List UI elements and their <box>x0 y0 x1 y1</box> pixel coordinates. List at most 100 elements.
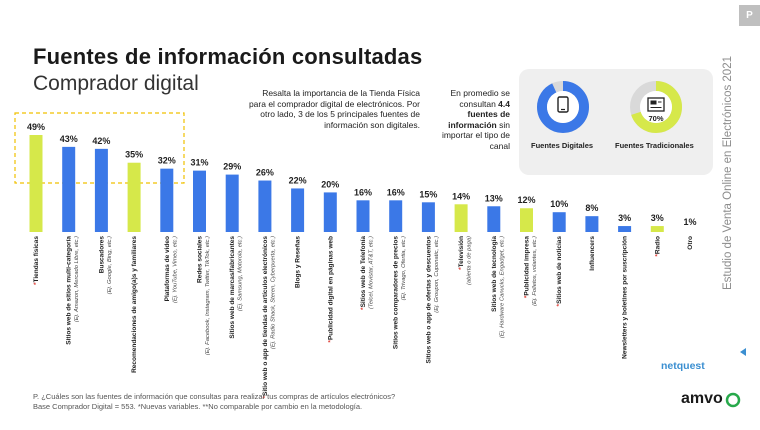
bar <box>454 204 468 232</box>
category-sublabel: (Ej. Amazon, Mercado Libre, etc.) <box>74 236 80 322</box>
category-label: *Publicidad impresa <box>524 236 531 299</box>
category-label-group: Sitios web o app de ofertas y descuentos… <box>425 236 440 364</box>
category-label: Influencers <box>589 236 596 271</box>
category-label: Sitios web de marcas/fabricantes <box>229 236 236 339</box>
average-note: En promedio se consultan 4.4 fuentes de … <box>428 88 510 151</box>
category-label-group: Sitios web de marcas/fabricantes (Ej. Sam… <box>229 236 244 339</box>
bar-value-label: 26% <box>256 168 274 178</box>
category-label-group: *Radio <box>654 236 661 257</box>
study-side-label: Estudio de Venta Online en Electrónicos … <box>722 56 734 290</box>
kpi-traditional-value: 70% <box>648 114 663 123</box>
bar-value-label: 43% <box>60 134 78 144</box>
category-label: *Publicidad digital en páginas web <box>327 236 334 343</box>
category-label-group: Newsletters y boletines por suscripción <box>622 236 629 359</box>
smartphone-icon <box>557 96 569 113</box>
category-label: Otro <box>687 236 694 250</box>
bar <box>323 192 337 232</box>
bar <box>94 148 108 232</box>
average-note-bold: 4.4 fuentes de información <box>448 98 510 130</box>
newspaper-icon <box>647 97 665 112</box>
bar-value-label: 22% <box>289 175 307 185</box>
category-sublabel: (Ej. Facebook, Instagram, Twitter, TikTo… <box>205 236 211 355</box>
kpi-digital-value: 93% <box>555 114 570 123</box>
bar <box>258 180 272 232</box>
category-label: *Sitios web de Telefonía <box>360 236 367 310</box>
bar <box>193 170 206 232</box>
category-sublabel: (Ej. Trivago, Ofertia, etc.) <box>401 236 407 300</box>
category-label: Newsletters y boletines por suscripción <box>622 236 629 359</box>
average-note-pre: En promedio se consultan <box>450 88 510 109</box>
newspaper-icon <box>650 100 657 105</box>
category-label-group: Buscadores (Ej. Google, Bing, etc.) <box>98 236 113 295</box>
bar-value-label: 32% <box>158 156 176 166</box>
category-label: Sitios web de sitios multi-categoría <box>66 236 73 345</box>
category-label: Sitios web o app de ofertas y descuentos <box>425 236 432 364</box>
category-label-group: Blogs y Reseñas <box>295 236 302 288</box>
category-label: Sitios web comparadores de precios <box>393 236 400 349</box>
category-label-group: *Sitios web de Telefonía (Telcel, Movista… <box>360 236 375 310</box>
bar <box>356 200 370 232</box>
category-sublabel: (Ej. Google, Bing, etc.) <box>107 236 113 294</box>
bar-value-label: 3% <box>618 213 631 223</box>
category-label-group: *Publicidad digital en páginas web <box>327 236 334 343</box>
category-sublabel: (Ej. Radio Shack, Steren, Cyberpuerta, e… <box>270 236 276 349</box>
kpi-digital-ring <box>537 81 589 133</box>
category-sublabel: (Ej. Hardware Canucks, Engadget, etc.) <box>499 236 505 338</box>
category-label-group: Plataformas de video (Ej. YouTube, Vimeo,… <box>164 236 179 303</box>
category-label-group: Sitios web de sitios multi-categoría (Ej.… <box>66 236 81 345</box>
bar-value-label: 31% <box>190 158 208 168</box>
page-title: Fuentes de información consultadas <box>33 44 423 69</box>
bar-value-label: 3% <box>651 213 664 223</box>
bar <box>552 212 566 232</box>
kpi-digital-ring-center <box>547 91 579 123</box>
category-label-group: *Sitios web de noticias <box>556 236 563 307</box>
bar-value-label: 12% <box>517 195 535 205</box>
category-label-group: *Sitio web o app de tiendas de artículos… <box>262 236 277 399</box>
category-label-group: Influencers <box>589 236 596 271</box>
bar-value-label: 49% <box>27 122 45 132</box>
amvo-mark-icon <box>725 392 741 408</box>
kpi-traditional-label: Fuentes Tradicionales <box>615 141 694 150</box>
category-label: *Tiendas físicas <box>33 236 40 285</box>
category-label: Blogs y Reseñas <box>295 236 302 288</box>
category-label: Buscadores <box>98 236 105 274</box>
bar <box>585 216 599 232</box>
bar-value-label: 13% <box>485 193 503 203</box>
bar <box>29 135 43 232</box>
category-sublabel: (Ej. YouTube, Vimeo, etc.) <box>172 236 178 303</box>
bar <box>62 146 76 232</box>
category-label-group: Otro <box>687 236 694 250</box>
average-note-post: sin importar el tipo de canal <box>441 119 510 151</box>
category-label-group: *Tiendas físicas <box>33 236 40 285</box>
footer-question: P. ¿Cuáles son las fuentes de informació… <box>33 392 396 401</box>
category-label-group: *Televisión (abierta o de paga) <box>458 236 473 285</box>
category-label: Plataformas de video <box>164 236 171 301</box>
kpi-digital-label: Fuentes Digitales <box>531 141 594 150</box>
insight-note: Resalta la importancia de la Tienda Físi… <box>248 88 420 130</box>
bar-value-label: 35% <box>125 150 143 160</box>
category-label-group: *Publicidad impresa (Ej. Folletos, volant… <box>524 236 539 306</box>
category-sublabel: (Telcel, Movistar, AT&T, etc.) <box>369 236 375 309</box>
amvo-logo: amvo <box>681 390 723 407</box>
category-label-group: Sitios web comparadores de precios (Ej. T… <box>393 236 408 349</box>
bar-value-label: 15% <box>419 189 437 199</box>
category-label: Redes sociales <box>197 236 204 283</box>
footer-notes: P. ¿Cuáles son las fuentes de informació… <box>33 392 395 412</box>
bar <box>225 174 239 232</box>
bar <box>650 226 664 232</box>
page-tag: P <box>739 5 760 26</box>
bar <box>291 188 305 232</box>
category-label: *Sitio web o app de tiendas de artículos… <box>262 236 269 399</box>
category-label-group: Redes sociales (Ej. Facebook, Instagram, … <box>197 236 212 356</box>
bar-value-label: 29% <box>223 162 241 172</box>
kpi-traditional-ring <box>630 81 682 133</box>
bar-value-label: 16% <box>354 187 372 197</box>
category-sublabel: (abierta o de paga) <box>467 236 473 285</box>
category-label: *Sitios web de noticias <box>556 236 563 307</box>
bar-value-label: 10% <box>550 199 568 209</box>
netquest-mark-icon <box>740 348 746 356</box>
bar <box>160 168 174 232</box>
bar <box>127 162 141 232</box>
bar-value-label: 20% <box>321 179 339 189</box>
